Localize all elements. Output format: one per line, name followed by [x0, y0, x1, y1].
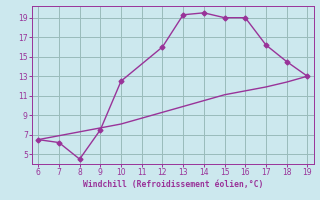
X-axis label: Windchill (Refroidissement éolien,°C): Windchill (Refroidissement éolien,°C)	[83, 180, 263, 189]
